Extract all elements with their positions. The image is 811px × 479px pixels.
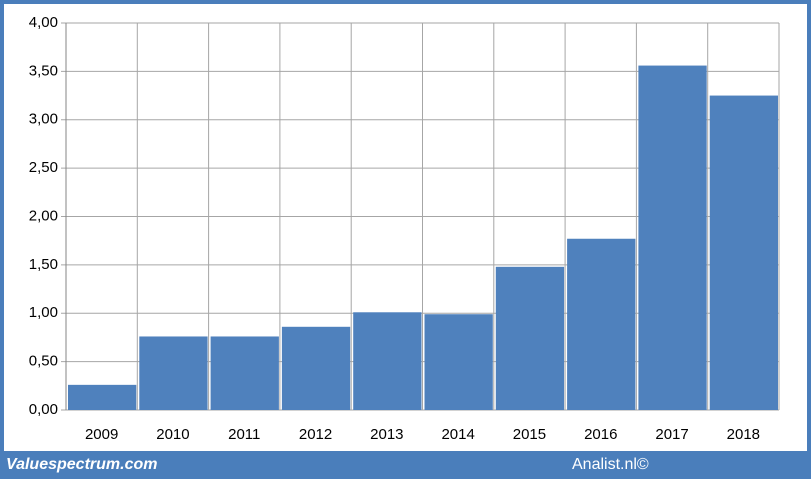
bar — [281, 326, 351, 410]
bar — [638, 65, 707, 410]
bar — [139, 336, 208, 410]
x-tick-label: 2018 — [727, 426, 760, 443]
x-tick-label: 2013 — [370, 426, 403, 443]
x-tick-label: 2012 — [299, 426, 332, 443]
x-tick-label: 2010 — [156, 426, 189, 443]
x-tick-label: 2015 — [513, 426, 546, 443]
x-tick-label: 2014 — [441, 426, 474, 443]
bar — [210, 336, 279, 410]
bar — [709, 95, 778, 410]
source: Analist.nl© — [572, 456, 649, 473]
x-tick-label: 2011 — [228, 426, 260, 443]
watermark: Valuespectrum.com — [6, 456, 157, 473]
bar — [567, 238, 636, 410]
bar — [495, 266, 565, 410]
bar — [68, 384, 137, 410]
y-tick-label: 3,50 — [29, 62, 58, 79]
y-tick-label: 1,00 — [29, 304, 58, 321]
y-tick-label: 0,50 — [29, 353, 58, 370]
y-tick-label: 2,00 — [29, 207, 58, 224]
x-tick-label: 2017 — [655, 426, 688, 443]
bar — [353, 312, 422, 410]
y-tick-label: 1,50 — [29, 256, 58, 273]
y-tick-label: 3,00 — [29, 111, 58, 128]
y-tick-label: 4,00 — [29, 14, 58, 31]
x-tick-label: 2009 — [85, 426, 118, 443]
y-tick-label: 2,50 — [29, 159, 58, 176]
bar — [424, 314, 493, 410]
y-tick-label: 0,00 — [29, 401, 58, 418]
x-tick-label: 2016 — [584, 426, 617, 443]
